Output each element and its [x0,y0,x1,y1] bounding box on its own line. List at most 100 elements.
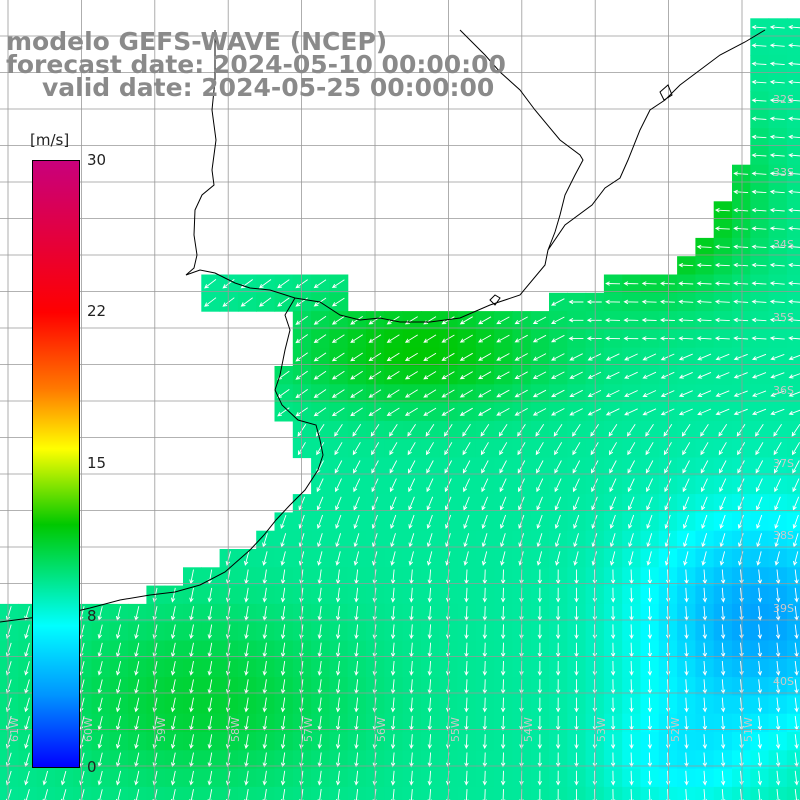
wind-arrow [350,334,363,343]
wind-arrow [590,423,599,437]
wind-arrow [769,171,785,176]
wind-arrow [407,423,416,437]
wind-arrow [720,624,726,640]
wind-arrow [700,423,709,437]
wind-arrow [389,460,398,474]
wind-arrow [24,661,30,676]
wind-arrow [225,551,231,566]
wind-arrow [769,43,785,48]
wind-arrow [792,533,799,548]
wind-arrow [701,533,708,548]
wind-arrow [663,423,673,437]
wind-arrow [769,61,785,66]
wind-arrow [462,442,471,456]
wind-arrow [769,281,785,286]
wind-arrow [678,281,694,286]
wind-arrow [334,423,343,437]
wind-arrow [736,423,746,437]
wind-arrow [553,423,563,437]
wind-arrow [623,299,639,305]
wind-arrow [774,460,782,474]
wind-arrow [500,660,506,676]
wind-arrow [60,789,67,800]
wind-arrow [574,734,579,750]
wind-arrow [684,752,689,768]
wind-arrow [751,134,767,140]
wind-arrow [313,334,327,344]
wind-arrow [587,371,602,379]
wind-arrow [258,297,272,307]
wind-arrow [568,299,584,305]
lat-label-39s: 39S [773,602,794,615]
wind-cell [786,329,800,349]
wind-arrow [353,551,360,566]
wind-arrow [499,514,507,530]
wind-arrow [733,189,749,195]
wind-arrow [550,298,565,306]
wind-cell [786,109,800,129]
wind-arrow [24,734,30,749]
wind-arrow [464,734,469,750]
wind-arrow [134,789,140,800]
wind-arrow [605,389,620,398]
wind-arrow [696,317,712,323]
wind-arrow [609,533,616,548]
wind-arrow [280,587,286,603]
wind-arrow [207,661,213,676]
wind-arrow [569,408,583,416]
wind-arrow [60,770,67,786]
wind-arrow [715,353,730,361]
wind-arrow [683,533,689,548]
wind-arrow [751,79,767,85]
wind-arrow [769,262,785,268]
wind-arrow [794,789,799,800]
wind-arrow [354,789,359,800]
wind-arrow [684,734,689,750]
wind-arrow [532,408,547,416]
wind-arrow [751,116,767,121]
wind-arrow [262,752,267,768]
wind-arrow [755,460,764,474]
wind-cell [786,183,800,202]
lon-label-51w: 51W [742,717,755,742]
wind-arrow [427,587,432,603]
wind-arrow [591,514,598,530]
wind-arrow [775,587,781,603]
wind-arrow [478,371,492,380]
wind-arrow [684,789,689,800]
wind-arrow [714,317,730,323]
wind-arrow [554,460,562,474]
wind-arrow [409,770,414,786]
wind-arrow [629,752,634,768]
wind-arrow [409,660,414,676]
wind-cell [786,494,800,513]
wind-arrow [389,442,398,456]
wind-arrow [720,734,726,750]
wind-arrow [537,697,543,713]
wind-arrow [733,390,748,397]
wind-arrow [591,533,598,548]
wind-arrow [628,533,634,548]
wind-arrow [718,423,728,437]
wind-arrow [720,587,726,603]
wind-arrow [719,533,726,548]
wind-arrow [609,551,616,566]
lat-label-38s: 38S [773,529,794,542]
wind-arrow [499,496,507,511]
wind-arrow [262,660,267,676]
wind-arrow [788,116,800,121]
wind-arrow [719,514,726,530]
wind-arrow [408,460,416,474]
wind-arrow [335,587,341,603]
wind-arrow [624,408,638,416]
wind-arrow [775,697,781,713]
wind-arrow [757,660,763,676]
wind-arrow [624,390,638,398]
wind-arrow [769,189,785,195]
wind-arrow [714,244,730,250]
wind-arrow [244,770,249,786]
wind-arrow [610,770,616,786]
wind-arrow [409,697,414,713]
wind-arrow [769,116,785,121]
wind-arrow [222,297,235,307]
